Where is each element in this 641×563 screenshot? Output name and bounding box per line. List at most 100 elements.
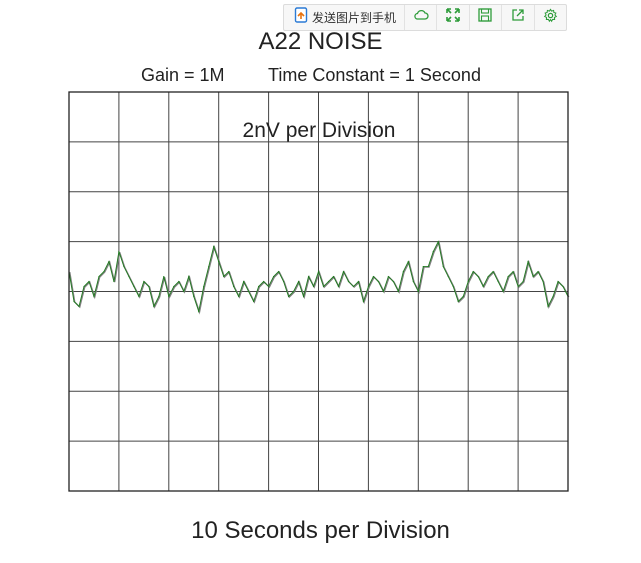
trace-point	[123, 265, 125, 268]
trace-point	[522, 280, 524, 283]
trace-point	[258, 285, 260, 288]
trace-point	[83, 285, 85, 288]
trace-point	[163, 275, 165, 278]
settings-icon	[543, 7, 558, 28]
cloud-button[interactable]	[405, 5, 438, 30]
trace-point	[457, 300, 459, 303]
chart-grid	[69, 92, 568, 491]
trace-point	[367, 285, 369, 288]
trace-point	[248, 290, 250, 293]
share-icon	[511, 8, 525, 27]
fullscreen-icon	[446, 8, 460, 27]
trace-point	[168, 295, 170, 298]
trace-point	[342, 270, 345, 273]
trace-point	[282, 280, 285, 283]
send-to-phone-button[interactable]: 发送图片到手机	[284, 5, 406, 30]
plot-frame	[68, 91, 569, 492]
trace-point	[307, 275, 310, 278]
y-scale-label: 2nV per Division	[243, 119, 396, 142]
trace-point	[128, 275, 130, 278]
trace-point	[422, 265, 424, 268]
trace-point	[108, 260, 110, 263]
trace-point	[452, 285, 454, 288]
trace-point	[223, 275, 225, 278]
trace-point	[387, 275, 389, 278]
trace-point	[497, 280, 499, 283]
trace-point	[243, 280, 245, 283]
trace-point	[377, 280, 379, 283]
trace-point	[547, 305, 549, 308]
trace-point	[337, 285, 340, 288]
trace-points	[68, 241, 569, 313]
trace-point	[188, 275, 190, 278]
trace-point	[487, 275, 489, 278]
trace-point	[292, 290, 295, 293]
trace-point	[322, 285, 325, 288]
trace-point	[88, 280, 90, 283]
trace-point	[527, 260, 529, 263]
trace-point	[183, 290, 185, 293]
trace-point	[472, 270, 474, 273]
trace-point	[287, 295, 290, 298]
trace-point	[312, 285, 315, 288]
trace-point	[238, 295, 240, 298]
trace-point	[447, 275, 449, 278]
trace-point	[327, 280, 330, 283]
trace-point	[218, 260, 220, 263]
trace-point	[148, 285, 150, 288]
trace-point	[432, 251, 434, 253]
trace-point	[78, 305, 80, 308]
trace-point	[477, 275, 479, 278]
trace-point	[213, 246, 215, 248]
send-to-phone-icon	[294, 7, 308, 28]
trace-point	[158, 295, 160, 298]
trace-point	[427, 265, 429, 268]
trace-point	[93, 295, 95, 298]
share-button[interactable]	[502, 5, 535, 30]
trace-point	[437, 241, 439, 243]
trace-point	[502, 290, 504, 293]
trace-point	[178, 280, 180, 283]
trace-point	[562, 285, 564, 288]
save-button[interactable]	[470, 5, 503, 30]
trace-point	[482, 285, 484, 288]
trace-point	[492, 270, 494, 273]
trace-point	[417, 290, 419, 293]
trace-point	[233, 285, 235, 288]
trace-point	[268, 285, 270, 288]
trace-point	[507, 275, 509, 278]
send-to-phone-label: 发送图片到手机	[312, 11, 397, 25]
noise-trace-shadow	[69, 240, 570, 315]
trace-point	[277, 270, 280, 273]
trace-point	[402, 270, 404, 273]
trace-point	[517, 285, 519, 288]
trace-point	[317, 270, 320, 273]
trace-point	[138, 295, 140, 298]
trace-point	[98, 275, 100, 278]
settings-button[interactable]	[535, 5, 566, 30]
trace-point	[228, 270, 230, 273]
trace-point	[412, 280, 414, 283]
trace-point	[392, 280, 394, 283]
trace-point	[397, 290, 399, 293]
image-toolbar: 发送图片到手机	[283, 4, 567, 31]
cloud-icon	[413, 8, 429, 27]
trace-point	[552, 295, 554, 298]
trace-point	[332, 275, 335, 278]
trace-point	[272, 275, 275, 278]
trace-point	[253, 300, 255, 303]
trace-point	[462, 295, 464, 298]
x-scale-label: 10 Seconds per Division	[191, 517, 450, 544]
trace-point	[347, 280, 350, 283]
trace-point	[73, 300, 75, 303]
fullscreen-button[interactable]	[437, 5, 470, 30]
trace-point	[362, 300, 365, 303]
trace-point	[198, 310, 200, 313]
trace-point	[208, 265, 210, 268]
trace-point	[193, 295, 195, 298]
trace-point	[153, 305, 155, 308]
trace-point	[467, 280, 469, 283]
trace-point	[113, 280, 115, 283]
trace-point	[512, 270, 514, 273]
